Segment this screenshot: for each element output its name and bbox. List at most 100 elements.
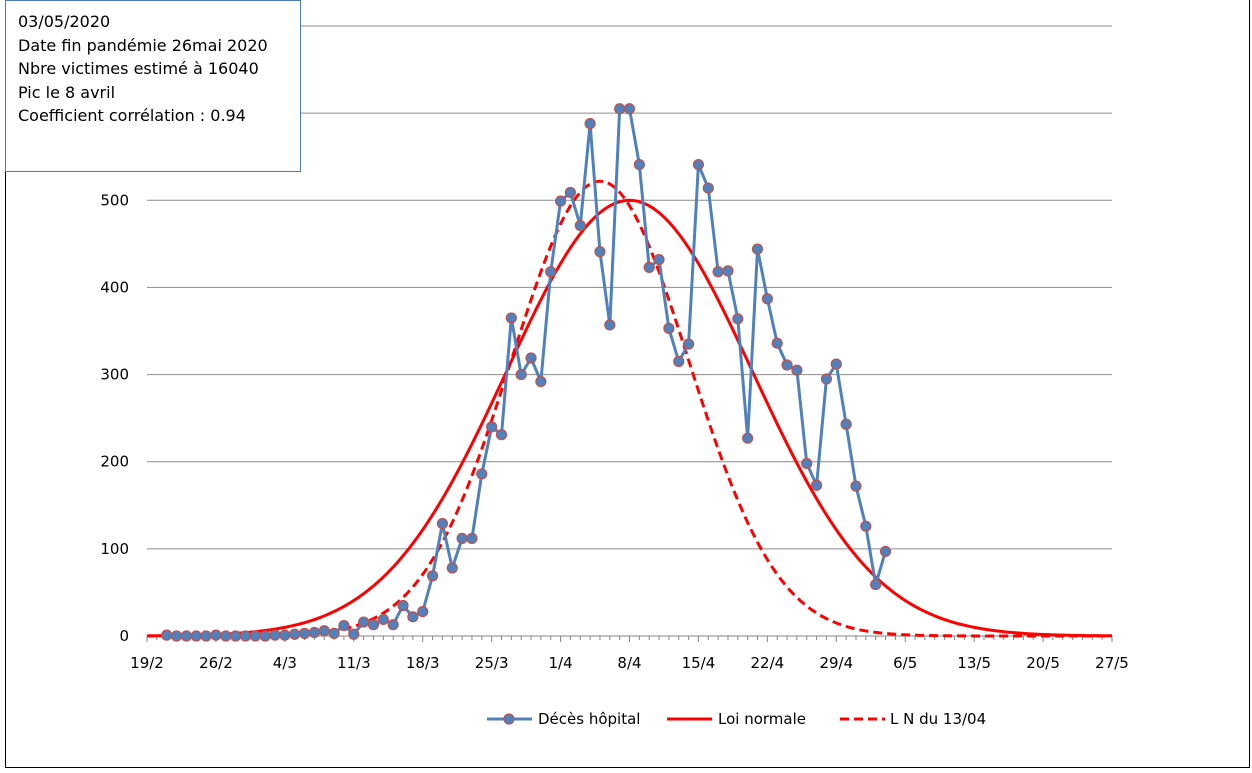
info-end-date: Date fin pandémie 26mai 2020 (18, 35, 268, 55)
series-loi-normale (146, 198, 1113, 638)
data-point (830, 358, 842, 370)
info-victims-estimate: Nbre victimes estimé à 16040 (18, 59, 259, 78)
x-tick-label: 22/4 (751, 654, 785, 672)
data-point (564, 186, 577, 199)
data-point (210, 629, 222, 641)
data-point (298, 627, 311, 639)
x-tick-label: 18/3 (406, 654, 440, 672)
x-tick-label: 15/4 (682, 654, 716, 672)
data-point (358, 616, 370, 628)
data-point (367, 619, 380, 631)
data-point (781, 359, 793, 371)
y-tick-label: 300 (100, 366, 129, 384)
data-point (535, 375, 547, 388)
data-point (308, 626, 320, 639)
data-point (771, 337, 783, 349)
info-box: 03/05/2020 Date fin pandémie 26mai 2020 … (5, 0, 301, 172)
data-point (456, 532, 468, 545)
data-point (161, 629, 173, 641)
data-point (712, 266, 724, 278)
data-point (436, 517, 449, 530)
data-point (328, 627, 340, 639)
data-point (170, 630, 183, 642)
data-point (249, 630, 261, 642)
data-point (751, 243, 764, 255)
data-point (269, 629, 281, 641)
data-point (574, 219, 586, 232)
data-point (289, 628, 301, 640)
data-point (761, 293, 773, 305)
x-tick-label: 6/5 (893, 654, 917, 672)
data-point (594, 246, 606, 258)
data-point (348, 628, 360, 640)
data-point (220, 630, 232, 642)
data-point (505, 312, 517, 324)
data-point (604, 319, 616, 331)
data-point (200, 630, 212, 642)
legend: Décès hôpital Loi normale L N du 13/04 (487, 710, 986, 728)
data-point (663, 322, 675, 334)
x-tick-label: 11/3 (337, 654, 371, 672)
data-point (840, 418, 852, 430)
x-tick-label: 27/5 (1095, 654, 1129, 672)
data-point (584, 117, 596, 130)
axes: 0 100 200 300 400 500 19/2 26/2 4/3 11/3 18/3 25/3 1… (100, 191, 1128, 672)
legend-label-ln: L N du 13/04 (890, 710, 986, 728)
data-point (791, 364, 803, 376)
data-point (515, 368, 527, 381)
data-point (387, 619, 399, 631)
data-point (623, 103, 636, 115)
data-point (407, 611, 419, 623)
x-tick-label: 13/5 (957, 654, 991, 672)
data-point (279, 629, 291, 641)
data-point (318, 625, 330, 637)
legend-marker-deces (503, 713, 515, 725)
data-point (377, 613, 389, 626)
y-tick-label: 100 (100, 540, 129, 558)
data-point (801, 457, 813, 470)
data-point (633, 158, 645, 171)
data-point (486, 421, 498, 433)
data-point (879, 545, 892, 558)
data-point (545, 266, 557, 278)
info-peak: Pic le 8 avril (18, 82, 116, 102)
data-point (673, 355, 685, 368)
x-tick-label: 29/4 (819, 654, 853, 672)
data-point (190, 630, 202, 642)
x-tick-label: 8/4 (617, 654, 641, 672)
data-point (820, 373, 833, 385)
data-point (643, 261, 655, 273)
info-date: 03/05/2020 (18, 12, 111, 31)
data-point (742, 432, 754, 444)
data-point (397, 599, 409, 612)
data-point (810, 479, 823, 491)
data-point (338, 619, 350, 632)
x-tick-label: 19/2 (130, 654, 164, 672)
data-point (417, 605, 429, 618)
x-tick-label: 1/4 (549, 654, 573, 672)
data-point (692, 158, 705, 171)
data-point (732, 313, 744, 325)
data-point (870, 578, 882, 591)
data-point (614, 103, 626, 115)
x-tick-label: 25/3 (475, 654, 509, 672)
data-point (180, 630, 192, 642)
data-point (446, 562, 458, 574)
y-tick-label: 0 (119, 627, 129, 645)
legend-label-loi-normale: Loi normale (718, 710, 806, 728)
series-ln-13-04 (147, 179, 1112, 638)
y-tick-label: 400 (100, 278, 129, 296)
data-point (495, 429, 508, 441)
x-tick-label: 20/5 (1026, 654, 1060, 672)
data-point (239, 630, 252, 642)
x-tick-label: 4/3 (273, 654, 297, 672)
legend-label-deces: Décès hôpital (538, 710, 640, 728)
info-correlation: Coefficient corrélation : 0.94 (18, 106, 246, 125)
data-point (466, 532, 478, 545)
data-point (554, 195, 567, 207)
y-tick-label: 500 (100, 191, 129, 209)
data-point (259, 630, 271, 642)
data-point (860, 520, 872, 532)
chart-frame (5, 0, 1250, 768)
